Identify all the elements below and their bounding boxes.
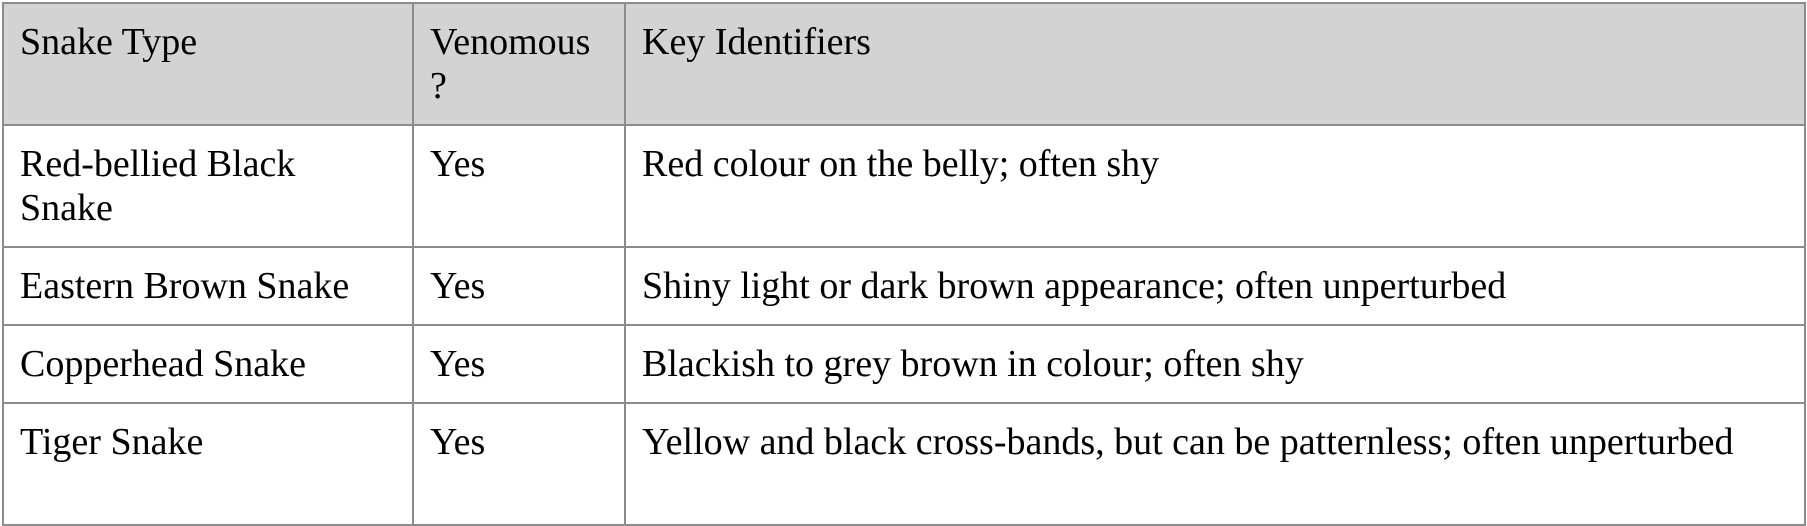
cell-snake-type: Tiger Snake — [2, 402, 414, 526]
cell-snake-type: Eastern Brown Snake — [2, 246, 414, 326]
cell-key-identifiers: Red colour on the belly; often shy — [624, 124, 1806, 248]
cell-key-identifiers: Shiny light or dark brown appearance; of… — [624, 246, 1806, 326]
table-row: Copperhead Snake Yes Blackish to grey br… — [2, 324, 1806, 404]
table-header-row: Snake Type Venomous ? Key Identifiers — [2, 2, 1806, 126]
header-key-identifiers: Key Identifiers — [624, 2, 1806, 126]
cell-venomous: Yes — [412, 324, 626, 404]
cell-snake-type: Copperhead Snake — [2, 324, 414, 404]
table-row: Tiger Snake Yes Yellow and black cross-b… — [2, 402, 1806, 526]
cell-key-identifiers: Blackish to grey brown in colour; often … — [624, 324, 1806, 404]
cell-snake-type: Red-bellied Black Snake — [2, 124, 414, 248]
cell-venomous: Yes — [412, 402, 626, 526]
cell-key-identifiers: Yellow and black cross-bands, but can be… — [624, 402, 1806, 526]
header-venomous: Venomous ? — [412, 2, 626, 126]
cell-venomous: Yes — [412, 124, 626, 248]
table-row: Eastern Brown Snake Yes Shiny light or d… — [2, 246, 1806, 326]
header-snake-type: Snake Type — [2, 2, 414, 126]
cell-venomous: Yes — [412, 246, 626, 326]
table-row: Red-bellied Black Snake Yes Red colour o… — [2, 124, 1806, 248]
